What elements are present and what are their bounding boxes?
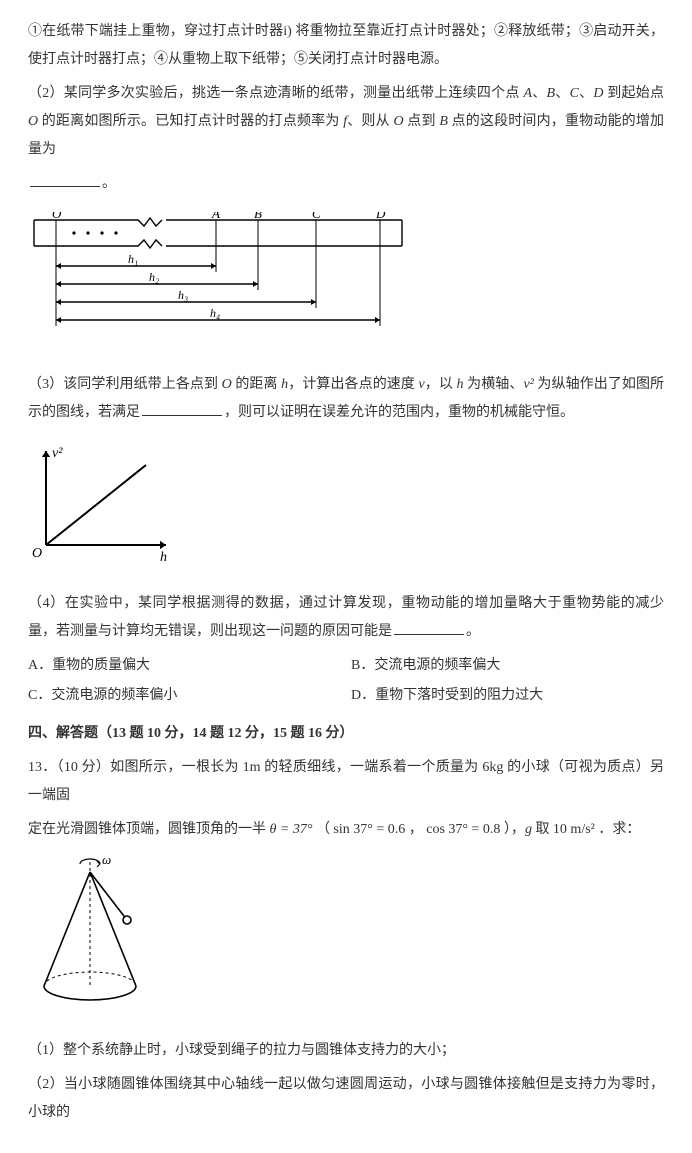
svg-text:O: O — [32, 546, 42, 561]
q1-p2-h: 点到 — [404, 114, 440, 129]
svg-text:h₃: h₃ — [178, 288, 188, 302]
q13-line2: 定在光滑圆锥体顶端，圆锥顶角的一半 θ = 37° （ sin 37° = 0.… — [28, 816, 664, 844]
sym-A: A — [523, 86, 532, 101]
sym-D: D — [593, 86, 603, 101]
q13-sub2: （2）当小球随圆锥体围绕其中心轴线一起以做匀速圆周运动，小球与圆锥体接触但是支持… — [28, 1071, 664, 1127]
q1-p3-g: ，则可以证明在误差允许的范围内，重物的机械能守恒。 — [224, 405, 574, 420]
blank-kinetic-energy — [30, 172, 100, 187]
sym-O: O — [28, 114, 38, 129]
sym-B2: B — [439, 114, 448, 129]
q1-p2-g: 、则从 — [347, 114, 393, 129]
sep: 、 — [555, 86, 570, 101]
sym-v2: v² — [523, 377, 533, 392]
q1-p3-c: ，计算出各点的速度 — [288, 377, 418, 392]
q1-part2-blank-line: 。 — [28, 170, 664, 198]
period2: 。 — [466, 624, 480, 639]
q1-p3-b: 的距离 — [232, 377, 281, 392]
option-c: C．交流电源的频率偏小 — [28, 682, 341, 710]
svg-text:B: B — [254, 212, 262, 221]
q1-p4-a: （4）在实验中，某同学根据测得的数据，通过计算发现，重物动能的增加量略大于重物势… — [28, 596, 664, 639]
q1-p3-a: （3）该同学利用纸带上各点到 — [28, 377, 222, 392]
svg-text:A: A — [211, 212, 220, 221]
v2h-graph: Oh v² — [28, 441, 664, 572]
sym-B: B — [547, 86, 556, 101]
q1-p2-a: （2）某同学多次实验后，挑选一条点迹清晰的纸带，测量出纸带上连续四个点 — [28, 86, 523, 101]
q13-sub1: （1）整个系统静止时，小球受到绳子的拉力与圆锥体支持力的大小； — [28, 1037, 664, 1065]
q1-part4: （4）在实验中，某同学根据测得的数据，通过计算发现，重物动能的增加量略大于重物势… — [28, 590, 664, 646]
q1-part4-options: A．重物的质量偏大 B．交流电源的频率偏大 C．交流电源的频率偏小 D．重物下落… — [28, 652, 664, 710]
svg-text:h: h — [160, 550, 167, 561]
theta-eq: θ = 37° — [270, 822, 313, 837]
cone-diagram: ω — [28, 858, 664, 1019]
svg-text:D: D — [375, 212, 386, 221]
sep: 、 — [532, 86, 547, 101]
tape-diagram: O A B C Dh₁ h₂ h₃ h₄ — [28, 212, 664, 353]
sym-C: C — [570, 86, 579, 101]
q1-part3: （3）该同学利用纸带上各点到 O 的距离 h，计算出各点的速度 v，以 h 为横… — [28, 371, 664, 427]
q13-p2-c: 取 10 m/s² ．求： — [535, 822, 640, 837]
option-a: A．重物的质量偏大 — [28, 652, 341, 680]
svg-text:v²: v² — [52, 446, 63, 461]
option-b: B．交流电源的频率偏大 — [351, 652, 664, 680]
svg-text:h₂: h₂ — [149, 270, 159, 284]
section-4-heading: 四、解答题（13 题 10 分，14 题 12 分，15 题 16 分） — [28, 720, 664, 748]
q13-line1: 13．（10 分）如图所示，一根长为 1m 的轻质细线，一端系着一个质量为 6k… — [28, 754, 664, 810]
sep: 、 — [579, 86, 594, 101]
q1-p2-f: 的距离如图所示。已知打点计时器的打点频率为 — [38, 114, 343, 129]
blank-reason — [394, 620, 464, 635]
sym-O2: O — [393, 114, 403, 129]
q1-p2-e: 到起始点 — [604, 86, 665, 101]
svg-text:C: C — [312, 212, 321, 221]
option-d: D．重物下落时受到的阻力过大 — [351, 682, 664, 710]
period: 。 — [102, 176, 116, 191]
q13-p2-a: 定在光滑圆锥体顶端，圆锥顶角的一半 — [28, 822, 270, 837]
q1-part2: （2）某同学多次实验后，挑选一条点迹清晰的纸带，测量出纸带上连续四个点 A、B、… — [28, 80, 664, 164]
svg-text:ω: ω — [102, 858, 111, 867]
sym-g: g — [525, 822, 532, 837]
sym-h2: h — [457, 377, 464, 392]
blank-condition — [142, 401, 222, 416]
q13-p2-b: （ sin 37° = 0.6 ， cos 37° = 0.8 ）， — [316, 822, 525, 837]
svg-text:O: O — [52, 212, 62, 221]
sym-O3: O — [222, 377, 232, 392]
svg-text:h₁: h₁ — [128, 252, 138, 266]
svg-text:h₄: h₄ — [210, 306, 220, 320]
q1-p3-d: ，以 — [425, 377, 457, 392]
q1-step-list: ①在纸带下端挂上重物，穿过打点计时器i) 将重物拉至靠近打点计时器处；②释放纸带… — [28, 18, 664, 74]
q1-p3-e: 为横轴、 — [464, 377, 524, 392]
